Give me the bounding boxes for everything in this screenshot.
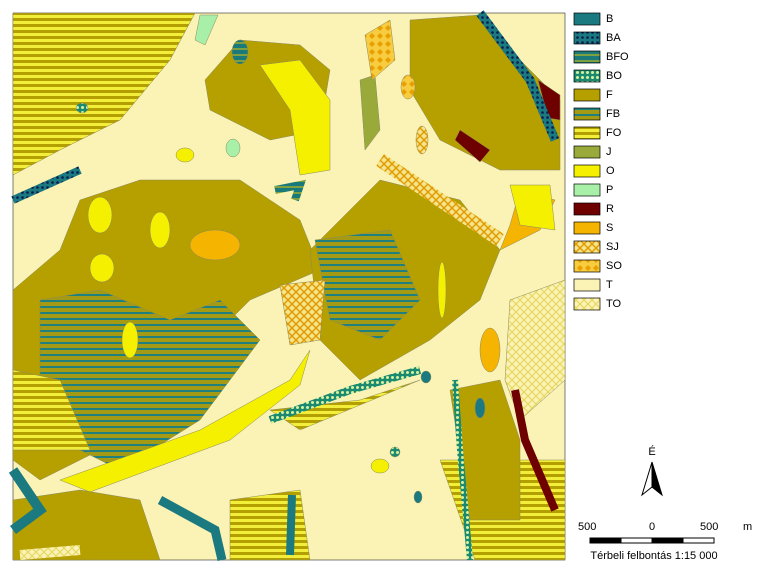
legend-label: O	[606, 165, 615, 177]
legend-label: P	[606, 184, 613, 196]
legend-swatch	[573, 183, 601, 197]
legend-label: BFO	[606, 51, 629, 63]
scale-label: 0	[649, 521, 655, 533]
legend-label: T	[606, 279, 613, 291]
legend-swatch	[573, 107, 601, 121]
legend-label: F	[606, 89, 613, 101]
legend-swatch	[573, 240, 601, 254]
legend-swatch	[573, 126, 601, 140]
caption: Térbeli felbontás 1:15 000	[590, 550, 717, 562]
legend-swatch	[573, 12, 601, 26]
legend-label: SO	[606, 260, 622, 272]
legend-label: SJ	[606, 241, 619, 253]
north-label: É	[648, 445, 655, 458]
legend-swatch	[573, 278, 601, 292]
scale-label: 500	[578, 521, 596, 533]
north-arrow: É	[641, 445, 663, 497]
legend-swatch	[573, 145, 601, 159]
legend-swatch	[573, 164, 601, 178]
legend-swatch	[573, 31, 601, 45]
legend-swatch	[573, 221, 601, 235]
legend-swatch	[573, 69, 601, 83]
legend-swatch	[573, 259, 601, 273]
legend-label: BA	[606, 32, 621, 44]
legend-label: FO	[606, 127, 622, 139]
scale-bar	[589, 537, 715, 544]
legend-label: B	[606, 13, 613, 25]
scale-label: 500	[700, 521, 718, 533]
legend	[573, 12, 601, 311]
legend-label: TO	[606, 298, 622, 310]
legend-label: J	[606, 146, 612, 158]
legend-swatch	[573, 202, 601, 216]
map	[8, 10, 566, 562]
legend-swatch	[573, 50, 601, 64]
legend-swatch	[573, 88, 601, 102]
legend-label: R	[606, 203, 614, 215]
legend-label: S	[606, 222, 613, 234]
legend-label: BO	[606, 70, 622, 82]
scale-unit: m	[743, 521, 752, 533]
legend-label: FB	[606, 108, 620, 120]
legend-swatch	[573, 297, 601, 311]
